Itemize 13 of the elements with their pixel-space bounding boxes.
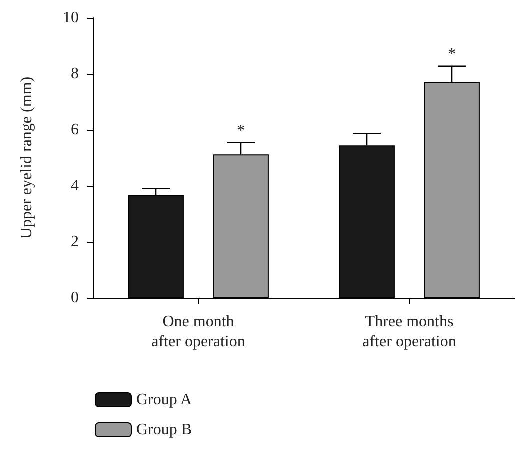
y-tick-label: 8 xyxy=(71,66,79,82)
data-label: * xyxy=(236,122,245,140)
y-tick-label: 6 xyxy=(71,122,79,138)
x-tick-label: One month after operation xyxy=(152,314,246,350)
x-tick-label: Three months after operation xyxy=(362,314,456,350)
y-tick-label: 4 xyxy=(71,178,79,194)
y-axis-title: Upper eyelid range (mm) xyxy=(18,76,36,240)
legend-label: Group B xyxy=(136,422,192,438)
legend-label: Group A xyxy=(136,392,192,408)
y-tick-label: 10 xyxy=(63,10,79,26)
data-label: * xyxy=(448,46,456,63)
y-tick-label: 2 xyxy=(71,234,79,250)
y-tick-label: 0 xyxy=(71,290,79,306)
